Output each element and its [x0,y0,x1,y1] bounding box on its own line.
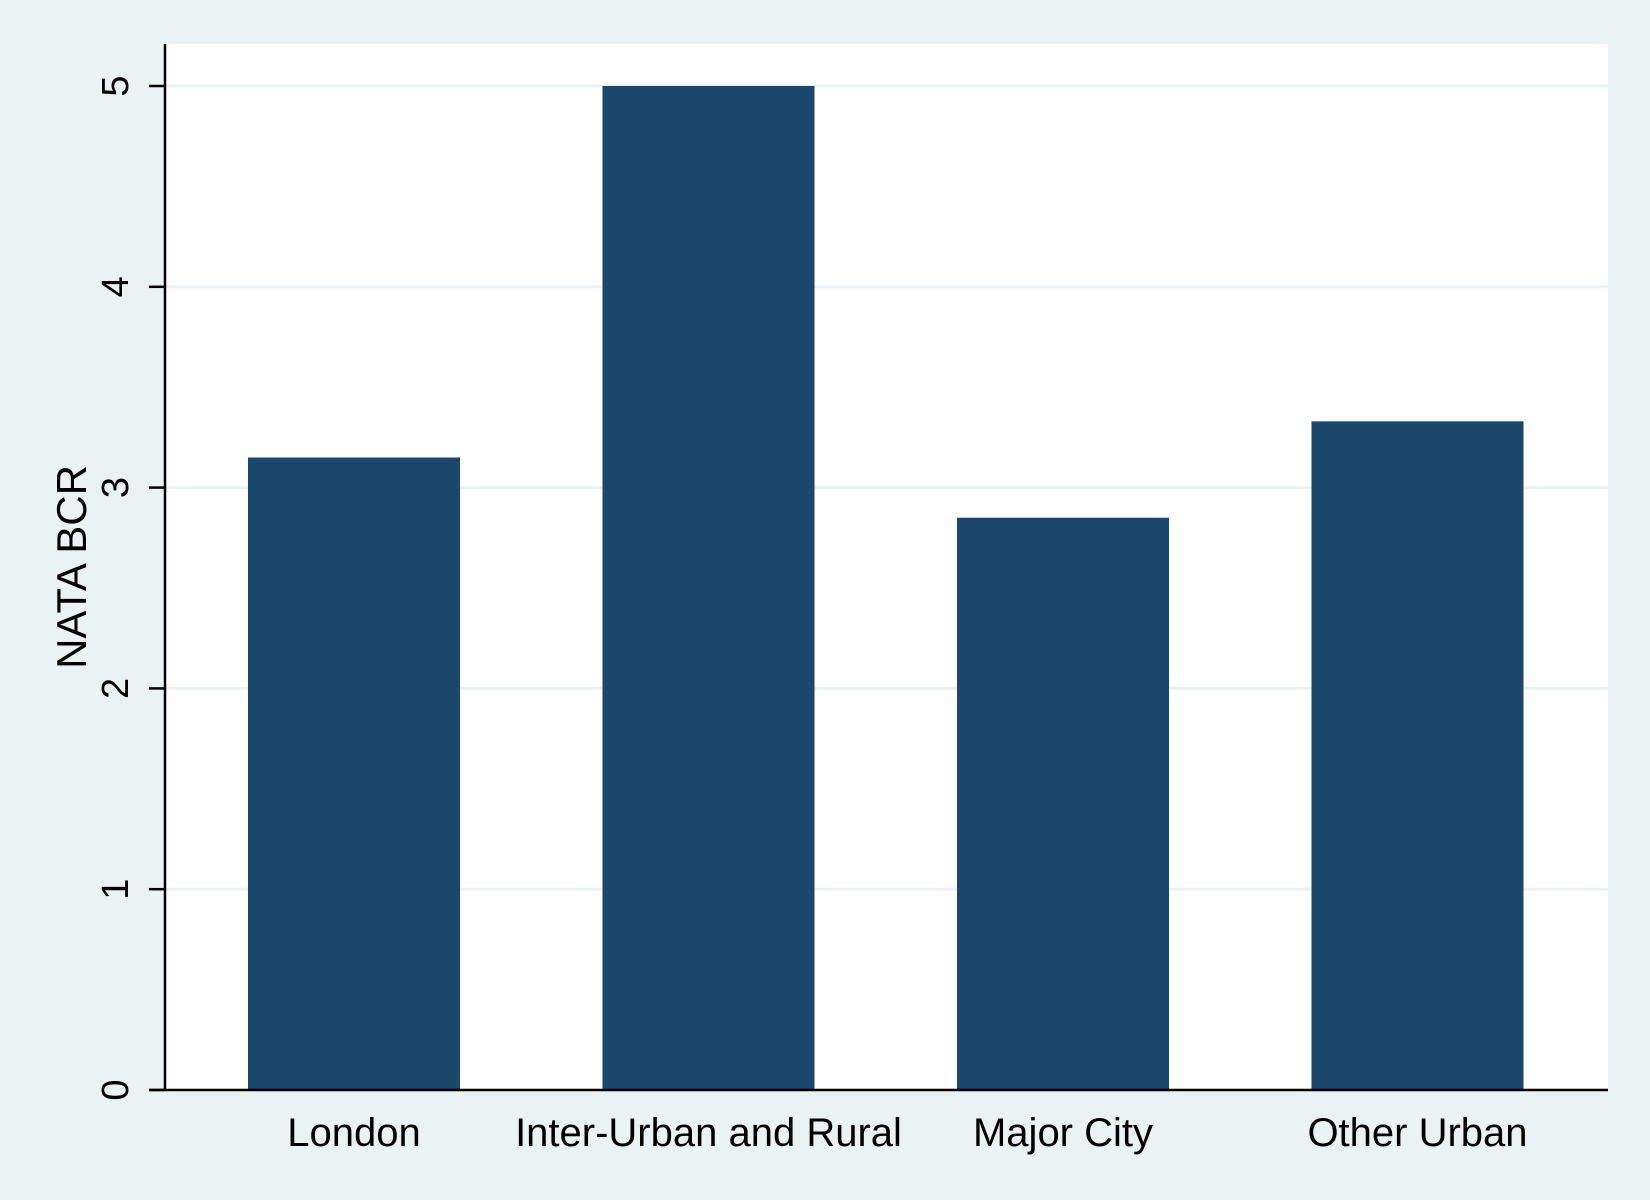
x-tick-label: Inter-Urban and Rural [515,1111,902,1155]
y-ticks: 0 1 2 3 4 5 [95,75,165,1101]
x-tick-labels: London Inter-Urban and Rural Major City Oth… [287,1111,1527,1155]
x-tick-label: Major City [973,1111,1153,1155]
x-tick-label: Other Urban [1307,1111,1527,1155]
y-tick-label: 0 [95,1079,137,1100]
bar-london [248,457,460,1091]
y-axis-title: NATA BCR [48,465,95,669]
axes [149,44,1608,1092]
bars [248,86,1524,1091]
bar-other-urban [1311,421,1524,1090]
y-tick-label: 4 [95,276,137,297]
y-tick-label: 5 [95,75,137,96]
y-tick-label: 2 [95,678,137,699]
bar-inter-urban-and-rural [602,86,815,1090]
x-tick-label: London [287,1111,420,1155]
y-tick-label: 3 [95,477,137,498]
y-tick-label: 1 [95,879,137,900]
bar-major-city [957,517,1169,1090]
